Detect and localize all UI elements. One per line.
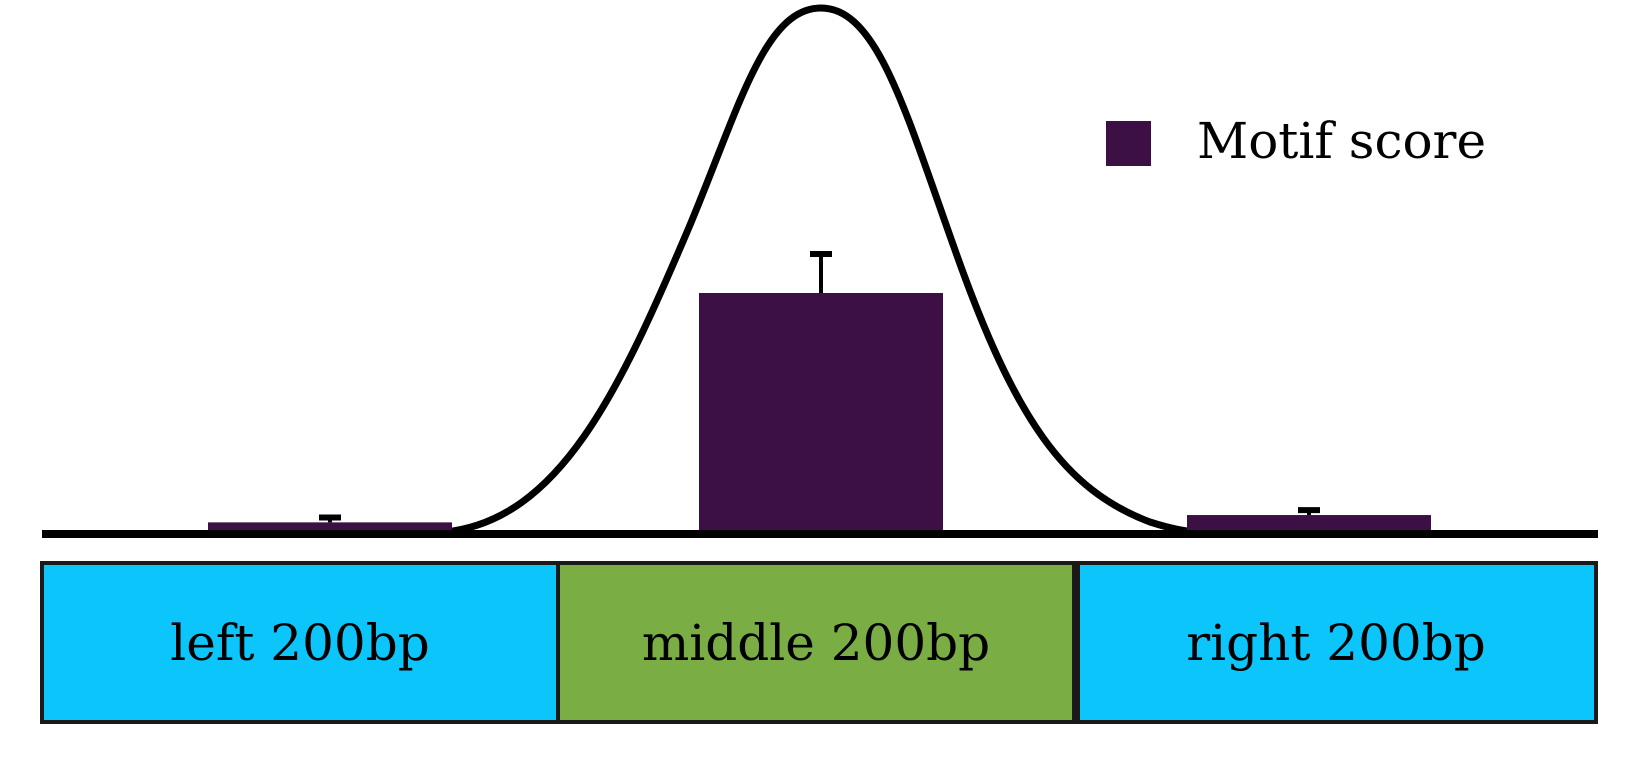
region-label-middle: middle 200bp bbox=[642, 614, 990, 672]
error-bar-left bbox=[319, 514, 341, 523]
bar-middle bbox=[699, 293, 943, 537]
region-label-left: left 200bp bbox=[170, 614, 430, 672]
legend: Motif score bbox=[1106, 112, 1486, 170]
region-right: right 200bp bbox=[1076, 561, 1598, 724]
region-box-right bbox=[1076, 561, 1598, 724]
peak-curve bbox=[441, 4, 1204, 536]
error-bars-group bbox=[319, 250, 1320, 523]
error-bar-right bbox=[1298, 507, 1320, 516]
region-middle: middle 200bp bbox=[556, 561, 1076, 724]
error-bar-middle bbox=[810, 250, 832, 293]
region-box-left bbox=[40, 561, 560, 724]
region-box-middle bbox=[556, 561, 1076, 724]
bars-group bbox=[208, 293, 1431, 537]
region-left: left 200bp bbox=[40, 561, 560, 724]
legend-label: Motif score bbox=[1197, 112, 1486, 170]
legend-swatch bbox=[1106, 121, 1151, 166]
region-label-right: right 200bp bbox=[1186, 614, 1486, 672]
